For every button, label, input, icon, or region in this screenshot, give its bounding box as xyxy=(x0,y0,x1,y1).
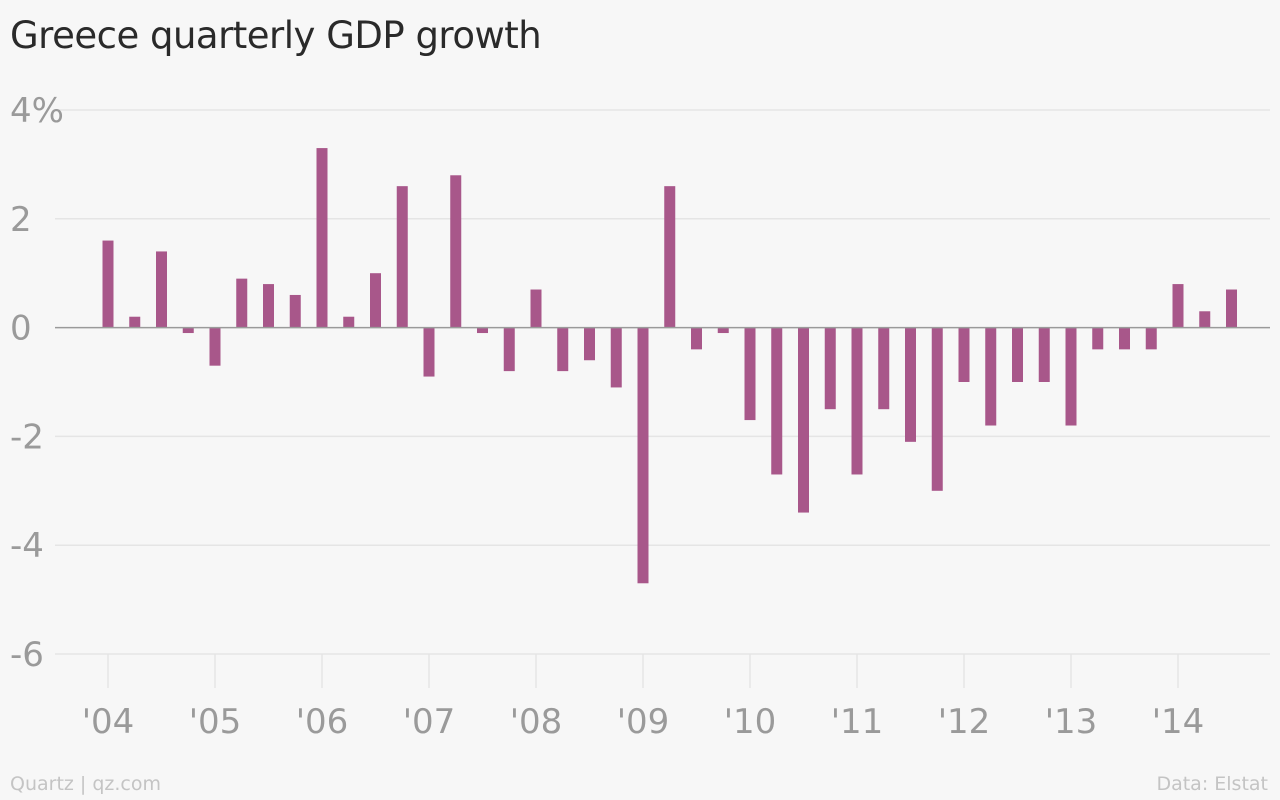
bar xyxy=(664,186,676,328)
bar xyxy=(370,273,381,328)
data-source: Data: Elstat xyxy=(1156,773,1268,795)
bar xyxy=(396,186,408,328)
bar xyxy=(423,327,435,377)
x-axis-ticks xyxy=(107,654,1179,688)
bar xyxy=(316,148,328,328)
y-tick-label: 0 xyxy=(10,309,32,349)
x-tick-label: '12 xyxy=(938,702,991,742)
x-tick-label: '11 xyxy=(831,702,884,742)
bar xyxy=(691,327,702,350)
y-tick-label: -6 xyxy=(10,635,44,675)
source-credit: Quartz | qz.com xyxy=(10,773,162,795)
bar xyxy=(878,327,890,410)
x-axis-labels: '04 '05 '06 '07 '08 '09 '10 '11 '12 '13 '14 xyxy=(82,702,1205,742)
bar xyxy=(129,316,141,328)
y-axis-labels: 4% 2 0 -2 -4 -6 xyxy=(10,91,64,675)
bar xyxy=(851,327,863,475)
bar xyxy=(637,327,649,584)
x-tick-label: '05 xyxy=(189,702,242,742)
bar xyxy=(503,327,515,372)
x-tick-label: '14 xyxy=(1152,702,1205,742)
bar xyxy=(477,327,488,334)
bar xyxy=(985,327,997,426)
bar xyxy=(958,327,970,382)
x-tick-label: '07 xyxy=(403,702,456,742)
y-tick-label: -4 xyxy=(10,526,44,566)
y-tick-label: -2 xyxy=(10,417,44,457)
bar xyxy=(156,251,167,328)
bar xyxy=(610,327,622,388)
bar xyxy=(744,327,756,421)
bar xyxy=(450,175,462,328)
bar xyxy=(824,327,836,410)
x-tick-label: '04 xyxy=(82,702,135,742)
bar xyxy=(182,327,194,334)
bar xyxy=(931,327,943,491)
bar xyxy=(771,327,783,475)
bar xyxy=(343,316,355,328)
y-tick-label: 4% xyxy=(10,91,64,131)
bar xyxy=(1226,289,1237,328)
bar xyxy=(798,327,809,513)
x-tick-label: '09 xyxy=(617,702,670,742)
bar xyxy=(1012,327,1023,382)
bar xyxy=(905,327,916,442)
y-tick-label: 2 xyxy=(10,200,32,240)
gridlines xyxy=(55,109,1270,655)
x-tick-label: '13 xyxy=(1045,702,1098,742)
bar xyxy=(1065,327,1077,426)
chart-title: Greece quarterly GDP growth xyxy=(10,14,542,57)
bar xyxy=(209,327,221,366)
x-tick-label: '08 xyxy=(510,702,563,742)
x-tick-label: '10 xyxy=(724,702,777,742)
bar xyxy=(717,327,729,334)
bar xyxy=(1038,327,1050,382)
bar xyxy=(1092,327,1104,350)
bar xyxy=(263,284,274,328)
x-tick-label: '06 xyxy=(296,702,349,742)
bar xyxy=(1172,284,1184,328)
bar xyxy=(1145,327,1157,350)
bar xyxy=(289,294,301,328)
bar xyxy=(236,278,248,328)
bars xyxy=(102,148,1237,584)
bar xyxy=(1119,327,1130,350)
bar xyxy=(530,289,542,328)
bar xyxy=(557,327,569,372)
bar xyxy=(102,240,114,328)
bar xyxy=(584,327,595,361)
bar xyxy=(1199,311,1211,328)
